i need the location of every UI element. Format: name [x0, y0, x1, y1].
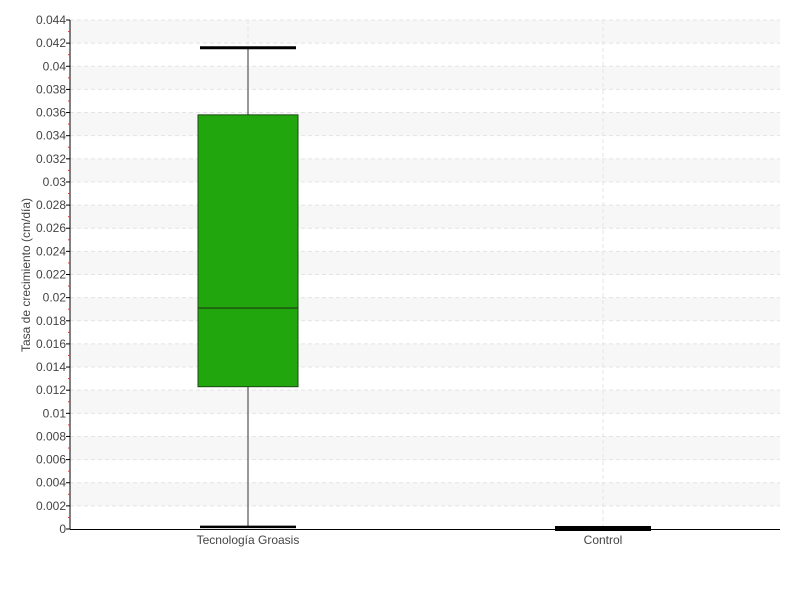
- y-tick-label: 0.036: [36, 106, 66, 120]
- y-tick-label: 0.002: [36, 499, 66, 513]
- grid-band: [70, 297, 780, 321]
- box-iqr: [197, 114, 299, 388]
- grid-band: [70, 66, 780, 90]
- x-tick-label: Tecnología Groasis: [197, 533, 300, 547]
- y-tick-label: 0.034: [36, 129, 66, 143]
- y-tick-label: 0.038: [36, 82, 66, 96]
- y-tick-label: 0.006: [36, 453, 66, 467]
- y-tick-label: 0.01: [43, 406, 67, 420]
- y-tick-label: 0.03: [43, 175, 67, 189]
- grid-band: [70, 205, 780, 229]
- x-tick-label: Control: [584, 533, 623, 547]
- y-tick-label: 0: [59, 522, 66, 536]
- grid-band: [70, 343, 780, 368]
- y-tick-label: 0.032: [36, 152, 66, 166]
- y-tick-label: 0.012: [36, 383, 66, 397]
- y-tick-label: 0.022: [36, 268, 66, 282]
- y-tick-label: 0.016: [36, 337, 66, 351]
- grid-band: [70, 251, 780, 275]
- y-tick-label: 0.02: [43, 291, 67, 305]
- grid-band: [70, 436, 780, 460]
- grid-band: [70, 112, 780, 136]
- y-tick-label: 0.044: [36, 13, 66, 27]
- grid-band: [70, 482, 780, 506]
- grid-band: [70, 158, 780, 182]
- y-axis-label: Tasa de crecimiento (cm/día): [19, 198, 33, 352]
- y-tick-label: 0.014: [36, 360, 66, 374]
- y-tick-label: 0.018: [36, 314, 66, 328]
- y-tick-label: 0.024: [36, 244, 66, 258]
- grid-band: [70, 20, 780, 44]
- y-tick-label: 0.042: [36, 36, 66, 50]
- y-tick-label: 0.028: [36, 198, 66, 212]
- y-tick-label: 0.026: [36, 221, 66, 235]
- grid-band: [70, 390, 780, 414]
- y-tick-label: 0.04: [43, 59, 67, 73]
- y-tick-label: 0.004: [36, 476, 66, 490]
- y-tick-label: 0.008: [36, 429, 66, 443]
